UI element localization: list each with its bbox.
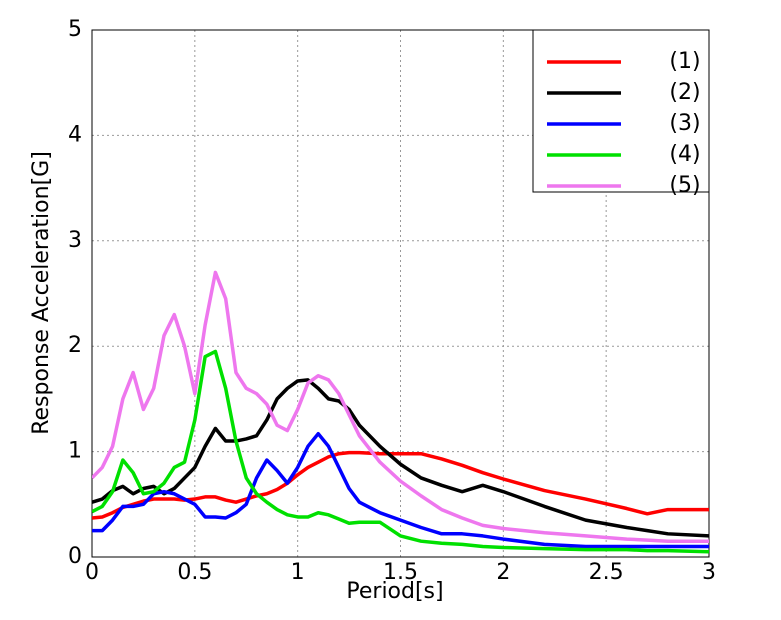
y-tick-label: 5 [68, 17, 82, 42]
x-tick-label: 1 [291, 560, 305, 585]
series-line [92, 349, 709, 554]
legend-label: (4) [669, 142, 700, 167]
x-axis-label: Period[s] [346, 579, 443, 604]
x-tick-label: 2 [496, 560, 510, 585]
plot-frame [91, 29, 710, 558]
series-line [92, 270, 709, 543]
y-tick-label: 0 [68, 544, 82, 569]
y-tick-label: 1 [68, 439, 82, 464]
series-line [92, 431, 709, 549]
y-tick-label: 3 [68, 228, 82, 253]
series-line [92, 450, 709, 520]
x-tick-label: 1.5 [383, 560, 418, 585]
legend-label: (5) [669, 173, 700, 198]
legend-label: (3) [669, 111, 700, 136]
y-tick-label: 2 [68, 333, 82, 358]
legend-label: (1) [669, 49, 700, 74]
legend-box [532, 29, 710, 193]
x-tick-label: 0 [85, 560, 99, 585]
y-tick-label: 4 [68, 122, 82, 147]
legend-label: (2) [669, 80, 700, 105]
y-axis-label: Response Acceleration[G] [29, 151, 54, 435]
x-tick-label: 3 [702, 560, 716, 585]
x-tick-label: 2.5 [589, 560, 624, 585]
x-tick-label: 0.5 [177, 560, 212, 585]
series-line [92, 378, 709, 538]
